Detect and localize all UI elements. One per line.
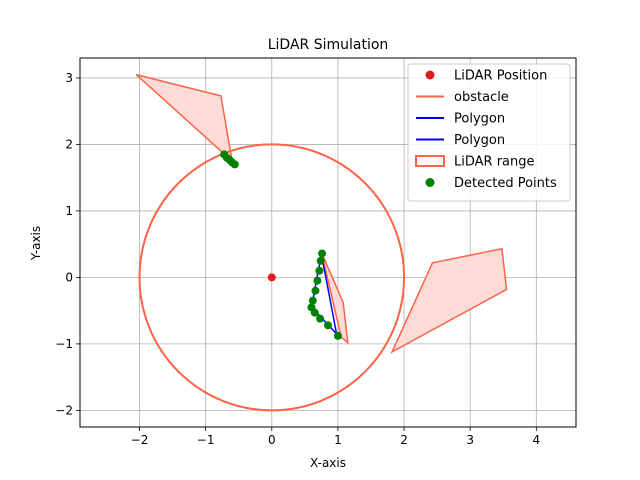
obstacle-polygon — [320, 251, 349, 345]
legend-marker — [425, 178, 435, 187]
x-tick-label: 1 — [334, 433, 342, 447]
x-tick-label: 2 — [400, 433, 408, 447]
y-axis-label: Y-axis — [29, 226, 43, 261]
x-tick-label: 3 — [466, 433, 474, 447]
y-tick-label: −2 — [55, 403, 73, 417]
x-axis-label: X-axis — [310, 456, 346, 470]
ticks: −2 −1 0 1 2 3 4 −2 −1 0 1 2 3 — [55, 71, 540, 447]
y-tick-label: −1 — [55, 337, 73, 351]
legend: LiDAR Position obstacle Polygon Polygon LiDA… — [407, 63, 571, 202]
detected-point — [310, 308, 319, 317]
legend-label: Polygon — [454, 112, 505, 127]
detected-point — [333, 331, 342, 340]
obstacle-polygon — [390, 247, 508, 354]
detected-point — [316, 314, 325, 323]
detected-point — [318, 249, 327, 258]
x-tick-label: −1 — [197, 433, 215, 447]
detected-point — [311, 286, 320, 295]
detected-point — [308, 296, 317, 305]
plot-area — [135, 73, 508, 412]
x-tick-label: −2 — [131, 433, 149, 447]
axes-frame — [79, 57, 577, 428]
y-tick-label: 0 — [65, 270, 73, 284]
chart-title: LiDAR Simulation — [268, 37, 389, 53]
detected-point — [313, 276, 322, 285]
lidar-position-marker — [267, 273, 276, 282]
y-tick-label: 1 — [65, 204, 73, 218]
legend-label: Detected Points — [454, 176, 557, 191]
detected-point — [315, 266, 324, 275]
legend-box — [407, 63, 571, 202]
legend-patch — [415, 155, 445, 167]
legend-label: LiDAR Position — [454, 69, 547, 84]
x-tick-label: 4 — [532, 433, 540, 447]
legend-label: LiDAR range — [454, 155, 535, 170]
x-tick-label: 0 — [268, 433, 276, 447]
lidar-range-circle — [138, 143, 406, 412]
y-tick-label: 2 — [65, 137, 73, 151]
detected-point — [230, 160, 239, 169]
y-tick-label: 3 — [65, 71, 73, 85]
legend-label: Polygon — [454, 133, 505, 148]
legend-label: obstacle — [454, 90, 509, 105]
legend-marker — [425, 70, 435, 80]
obstacle-polygon — [135, 73, 234, 164]
detected-point — [324, 321, 332, 330]
detected-point — [316, 256, 325, 265]
